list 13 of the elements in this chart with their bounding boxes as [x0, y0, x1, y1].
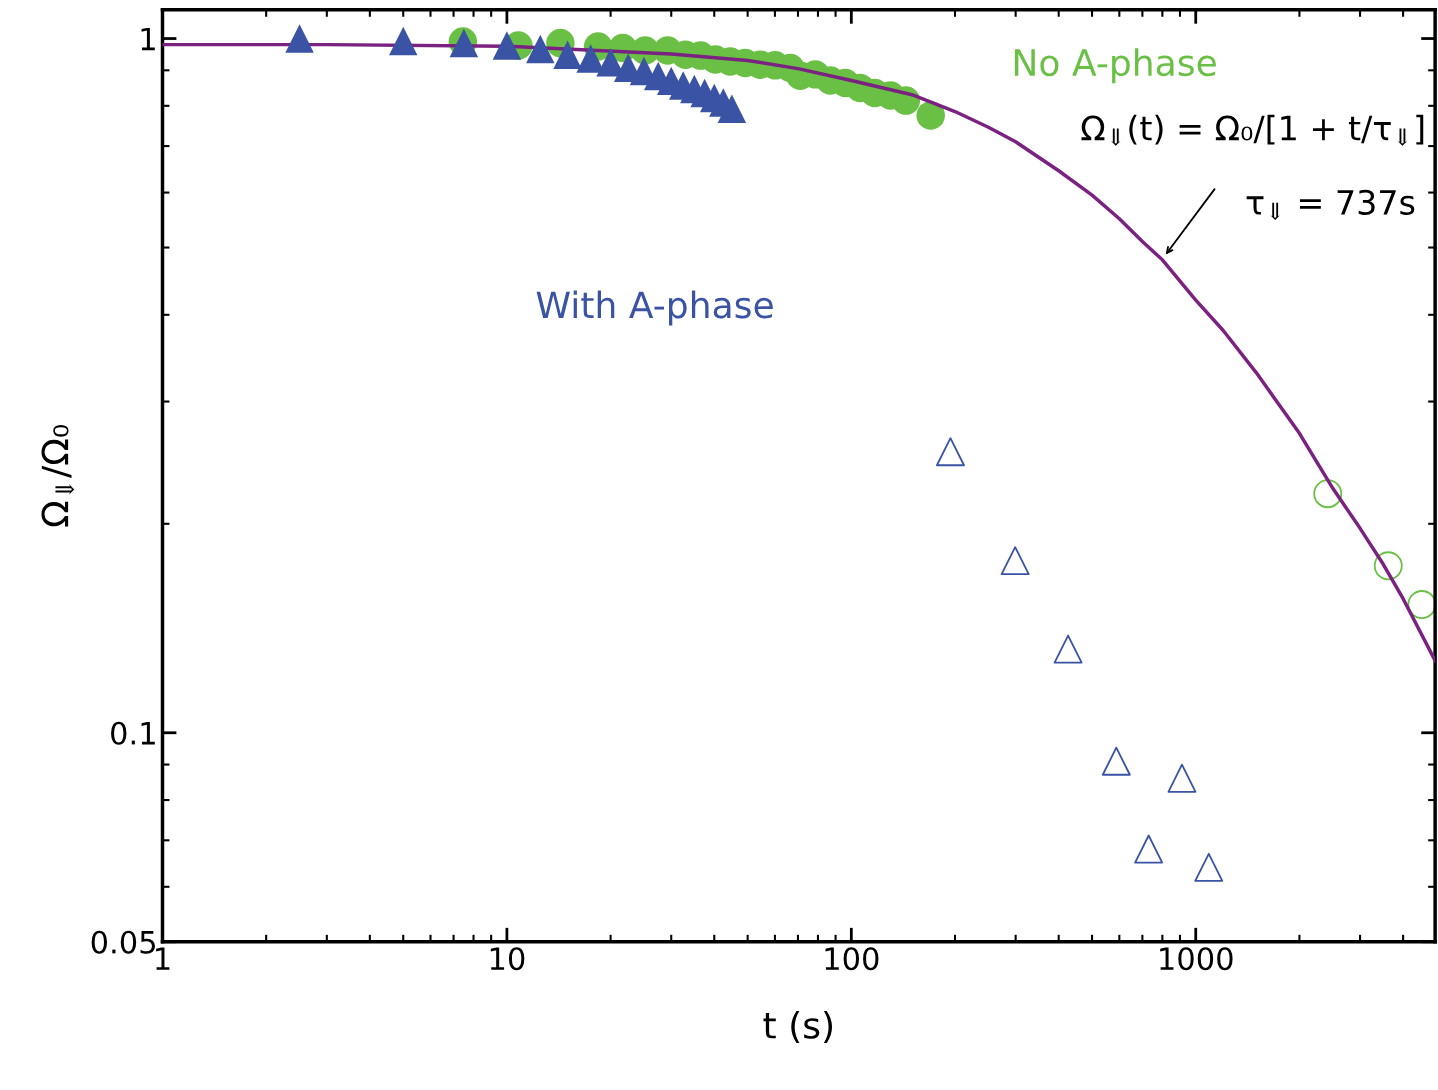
x-tick-label: 1000 [1160, 947, 1233, 971]
y-tick-label: 1 [141, 27, 155, 51]
annotation: τ$_{⇓}$ = 737s [1246, 189, 1415, 221]
x-tick-label: 1 [156, 947, 170, 970]
y-tick-label: 0.1 [111, 721, 155, 745]
text: No A-phase [1014, 48, 1216, 84]
text: With A-phase [536, 290, 773, 326]
annotation: Ω$_{⇓}$(t) = Ω₀/[1 + t/τ$_{⇓}$] [1081, 114, 1424, 146]
y-axis-title: Ω$_{⇓}$/Ω₀ [41, 424, 75, 527]
y-tick-label: 0.05 [91, 930, 155, 954]
x-axis-title: t (s) [763, 1010, 833, 1044]
x-tick-label: 10 [490, 947, 525, 971]
x-tick-label: 100 [825, 947, 879, 971]
